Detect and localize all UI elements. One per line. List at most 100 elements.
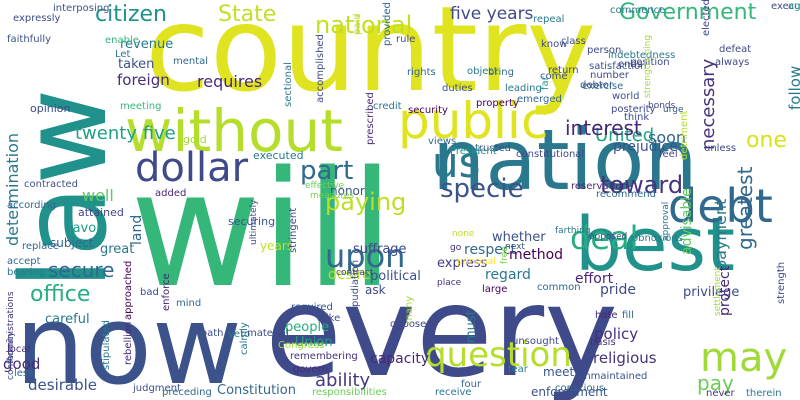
- word-mental: mental: [173, 56, 209, 67]
- word-preceding: preceding: [162, 387, 212, 398]
- word-strengthening: strengthening: [643, 34, 653, 98]
- word-always: always: [715, 57, 750, 68]
- word-accept: accept: [7, 256, 41, 267]
- word-receive: receive: [435, 387, 472, 398]
- word-secure: secure: [48, 258, 115, 282]
- word-specie: specie: [440, 174, 524, 204]
- word-common: common: [537, 282, 581, 293]
- word-required: required: [291, 302, 333, 313]
- word-hate: hate: [595, 310, 618, 321]
- word-people: people: [285, 320, 330, 335]
- word-number: number: [590, 70, 630, 81]
- word-think: think: [624, 112, 650, 123]
- word-interposing: interposing: [53, 3, 110, 14]
- word-provided: provided: [382, 2, 393, 46]
- word-land: land: [129, 214, 145, 245]
- word-interest: interest: [565, 116, 642, 140]
- word-approval: approval: [661, 201, 671, 241]
- word-upon: upon: [325, 237, 406, 275]
- word-will: will: [130, 136, 395, 323]
- word-revenue: revenue: [120, 37, 174, 52]
- word-political: political: [370, 269, 421, 284]
- word-ends: ends: [618, 59, 643, 70]
- word-person: person: [587, 45, 622, 56]
- word-credit: credit: [373, 101, 402, 112]
- word-part: part: [300, 156, 354, 186]
- word-union: Union: [295, 335, 333, 350]
- word-whether: whether: [492, 230, 546, 245]
- word-state: State: [218, 2, 277, 27]
- word-execution: execution: [771, 1, 800, 12]
- word-property: property: [476, 98, 519, 109]
- word-rights: rights: [407, 67, 436, 78]
- word-honor: honor: [330, 184, 365, 198]
- word-elected: elected: [701, 0, 712, 36]
- word-urge: urge: [663, 105, 684, 115]
- word-responsibilities: responsibilities: [312, 387, 387, 398]
- word-subject: subject: [50, 236, 94, 250]
- word-government: Government: [619, 0, 757, 25]
- word-without: without: [125, 97, 344, 165]
- word-great: great: [100, 242, 135, 257]
- word-requires: requires: [197, 72, 263, 91]
- word-office: office: [30, 282, 91, 307]
- word-regard: regard: [485, 267, 531, 283]
- word-respect: respect: [464, 242, 517, 258]
- word-toward: toward: [600, 171, 684, 199]
- word-rebellion: rebellion: [123, 321, 134, 365]
- word-twenty-five: twenty five: [75, 123, 176, 144]
- word-leading: leading: [505, 83, 542, 94]
- word-citizen: citizen: [95, 2, 167, 27]
- word-suffrage: suffrage: [353, 242, 407, 257]
- word-best: best: [575, 202, 736, 288]
- word-bad: bad: [140, 287, 159, 298]
- word-congress: Congress: [278, 340, 325, 351]
- word-good: good: [3, 355, 41, 373]
- word-free: free: [500, 246, 510, 264]
- word-well: well: [82, 186, 114, 205]
- word-contracted: contracted: [24, 179, 79, 190]
- word-foreign: foreign: [117, 71, 170, 89]
- word-administrations: Administrations: [6, 291, 16, 362]
- word-principal: principal: [457, 257, 496, 267]
- word-unsought: unsought: [512, 336, 559, 347]
- word-obnoxious: obnoxious: [632, 233, 683, 244]
- word-position: position: [630, 57, 670, 68]
- word-enforce: enforce: [161, 273, 172, 311]
- word-sectional: sectional: [283, 62, 294, 107]
- word-years: years: [260, 239, 294, 253]
- word-strength: strength: [776, 261, 787, 304]
- word-executed: executed: [253, 149, 304, 162]
- word-fill: fill: [622, 310, 634, 321]
- word-rule: rule: [396, 34, 416, 45]
- word-expressly: expressly: [13, 13, 61, 24]
- word-enable: enable: [105, 35, 139, 46]
- word-ask: ask: [365, 283, 386, 297]
- word-govern: govern: [293, 364, 328, 375]
- word-alike: alike: [317, 313, 341, 324]
- word-policy: policy: [594, 325, 639, 343]
- word-taken: taken: [118, 57, 155, 72]
- word-accomplished: accomplished: [315, 34, 326, 103]
- word-recommend: recommend: [596, 189, 656, 200]
- word-every: every: [265, 260, 619, 400]
- word-deal: deal: [570, 219, 639, 257]
- word-capacity: capacity: [370, 351, 430, 367]
- word-determination: determination: [3, 132, 22, 246]
- word-effort: effort: [575, 271, 614, 287]
- word-go: go: [450, 243, 462, 253]
- word-effective: effective: [305, 181, 345, 191]
- word-president: President: [450, 146, 497, 157]
- word-posterity: posterity: [611, 104, 656, 115]
- word-oath: oath: [201, 328, 224, 339]
- word-unless: unless: [704, 143, 737, 154]
- word-settlement: settlement: [713, 267, 723, 316]
- word-nation: nation: [432, 111, 698, 209]
- word-veto: veto: [228, 329, 251, 340]
- word-us: us: [432, 138, 481, 187]
- word-large: large: [482, 284, 508, 295]
- word-now: now: [15, 281, 242, 400]
- word-advisable: advisable: [679, 188, 695, 255]
- word-security: security: [408, 105, 448, 116]
